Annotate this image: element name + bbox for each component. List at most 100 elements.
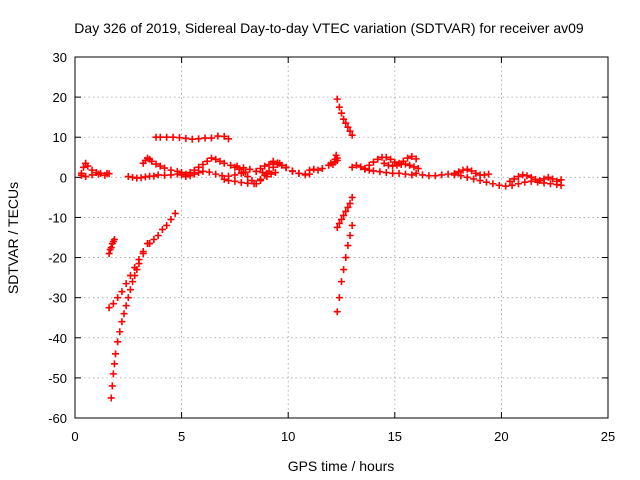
y-tick-label: -60: [48, 411, 67, 426]
data-point: [218, 172, 226, 180]
data-point: [114, 294, 122, 302]
data-point: [346, 231, 354, 239]
data-point: [408, 152, 416, 160]
data-point: [107, 244, 115, 252]
series-arc-c: [105, 236, 118, 258]
data-point: [186, 172, 194, 180]
series-arc-z: [450, 165, 493, 179]
data-point: [406, 161, 414, 169]
data-point: [514, 173, 522, 181]
data-point: [124, 173, 132, 181]
data-point: [463, 165, 471, 173]
data-point: [199, 167, 207, 175]
data-point: [265, 160, 273, 168]
data-point: [231, 177, 239, 185]
data-point: [455, 168, 463, 176]
data-point: [361, 165, 369, 173]
data-point: [348, 131, 356, 139]
series-arc-e: [107, 240, 154, 402]
data-point: [431, 172, 439, 180]
data-point: [463, 173, 471, 181]
data-point: [231, 163, 239, 171]
data-point: [365, 161, 373, 169]
x-tick-label: 20: [494, 429, 508, 444]
data-point: [137, 174, 145, 182]
data-point: [118, 318, 126, 326]
data-point: [495, 181, 503, 189]
data-point: [540, 175, 548, 183]
data-point: [171, 209, 179, 217]
data-point: [457, 172, 465, 180]
series-arc-b: [77, 170, 113, 181]
data-point: [376, 168, 384, 176]
data-point: [472, 169, 480, 177]
data-point: [342, 254, 350, 262]
x-tick-label: 25: [601, 429, 615, 444]
y-tick-label: -40: [48, 331, 67, 346]
series-arc-o: [269, 157, 309, 179]
y-tick-label: 20: [53, 90, 67, 105]
data-point: [182, 173, 190, 181]
data-point: [401, 160, 409, 168]
data-point: [152, 160, 160, 168]
data-point: [514, 180, 522, 188]
series-arc-p: [306, 165, 326, 174]
data-point: [459, 166, 467, 174]
data-point: [105, 250, 113, 258]
data-point: [105, 170, 113, 178]
data-point: [101, 171, 109, 179]
data-point: [195, 135, 203, 143]
data-point: [201, 134, 209, 142]
data-point: [107, 394, 115, 402]
data-point: [419, 171, 427, 179]
data-point: [382, 169, 390, 177]
series-arc-aa: [506, 171, 565, 185]
x-tick-label: 10: [281, 429, 295, 444]
y-tick-label: 10: [53, 130, 67, 145]
data-point: [122, 280, 130, 288]
data-point: [333, 154, 341, 162]
data-point: [444, 170, 452, 178]
data-point: [288, 167, 296, 175]
data-point: [348, 221, 356, 229]
data-point: [133, 266, 141, 274]
data-point: [523, 172, 531, 180]
data-point: [126, 286, 134, 294]
series-arc-f: [146, 209, 179, 248]
series-arc-g: [124, 171, 175, 182]
data-point: [502, 182, 510, 190]
data-point: [80, 163, 88, 171]
data-point: [335, 219, 343, 227]
data-point: [139, 250, 147, 258]
data-point: [248, 177, 256, 185]
data-point: [395, 169, 403, 177]
data-point: [271, 169, 279, 177]
data-point: [544, 173, 552, 181]
data-point: [412, 169, 420, 177]
data-point: [207, 134, 215, 142]
data-point: [340, 266, 348, 274]
data-point: [146, 240, 154, 248]
data-point: [167, 166, 175, 174]
data-point: [536, 177, 544, 185]
data-point: [169, 133, 177, 141]
data-point: [205, 168, 213, 176]
data-point: [506, 177, 514, 185]
data-point: [519, 171, 527, 179]
data-point: [404, 154, 412, 162]
data-point: [408, 171, 416, 179]
y-tick-label: 30: [53, 50, 67, 65]
plot-frame: [74, 56, 609, 419]
y-tick-label: -20: [48, 251, 67, 266]
data-point: [256, 165, 264, 173]
data-point: [110, 360, 118, 368]
data-point: [244, 179, 252, 187]
data-point: [109, 370, 117, 378]
data-point: [340, 115, 348, 123]
data-point: [220, 159, 228, 167]
data-point: [195, 169, 203, 177]
data-point: [482, 178, 490, 186]
data-point: [231, 171, 239, 179]
data-point: [342, 207, 350, 215]
